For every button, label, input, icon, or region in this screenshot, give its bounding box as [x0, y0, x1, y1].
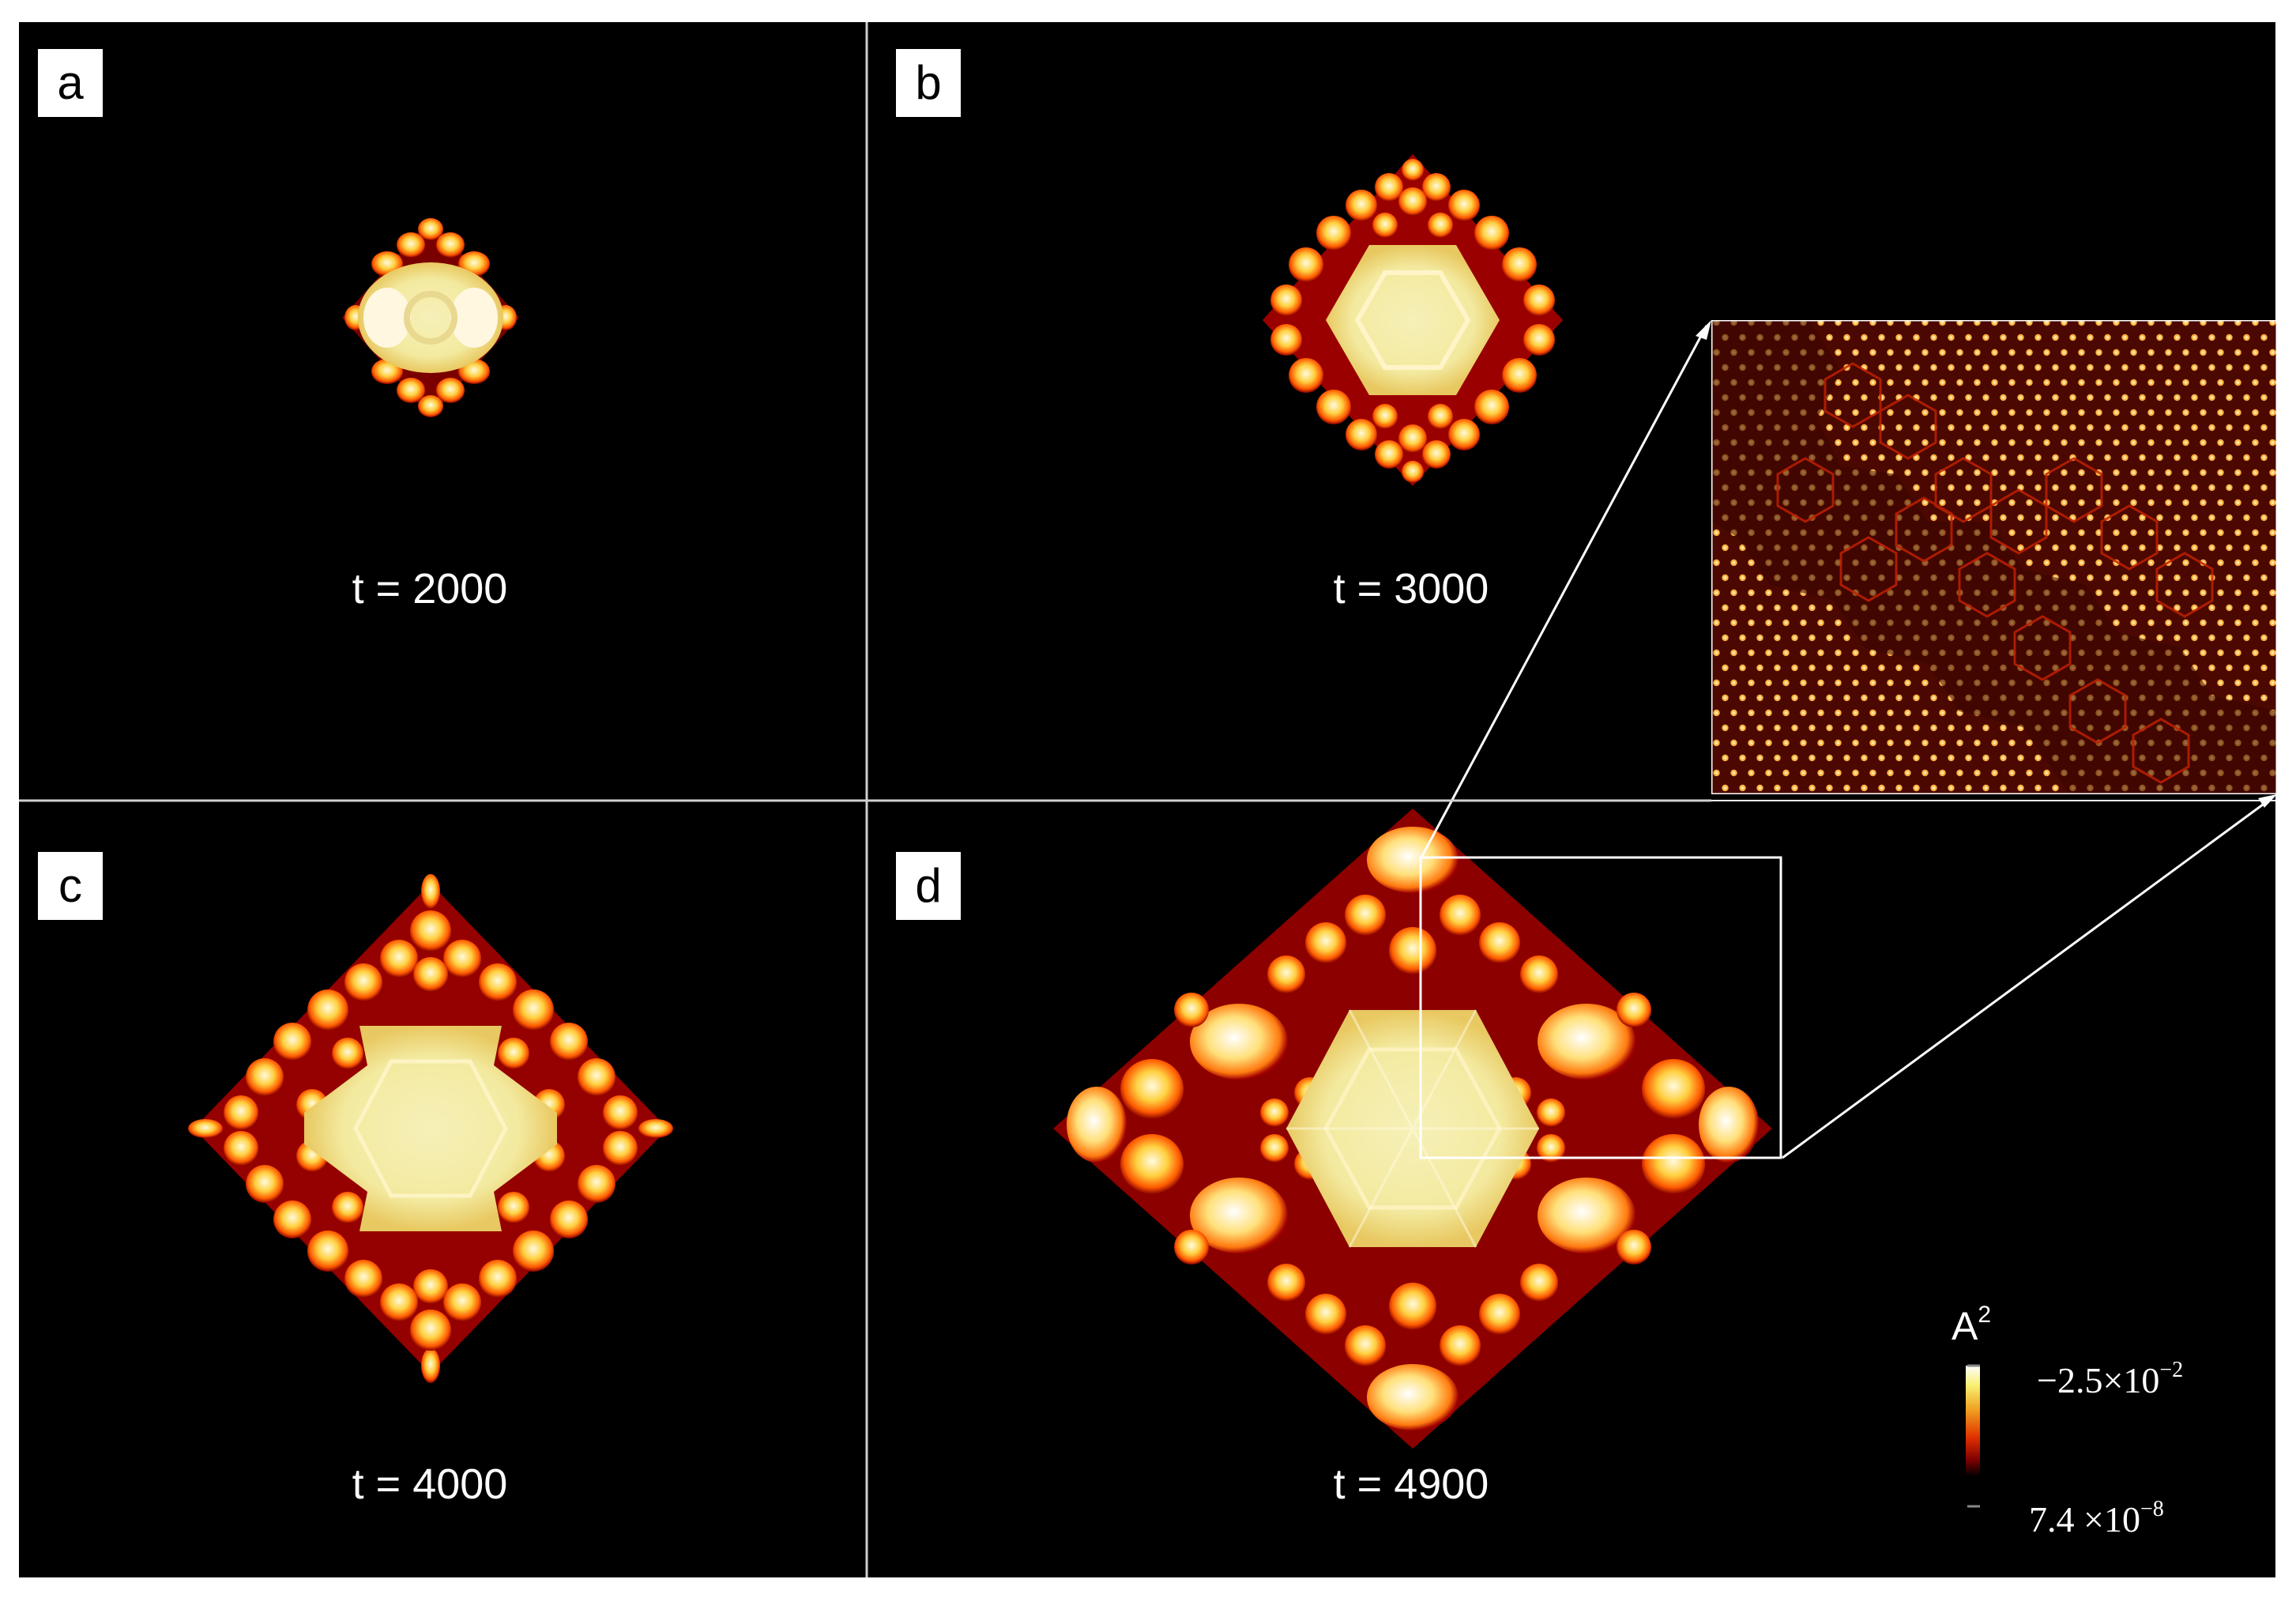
colorbar-max-mantissa: −2.5×10	[2037, 1360, 2160, 1400]
panel-label-d: d	[896, 852, 961, 920]
panel-label-c: c	[38, 852, 103, 920]
arrowhead-left	[1696, 320, 1711, 340]
colorbar-title-base: A	[1952, 1304, 1978, 1348]
panel-label-b: b	[896, 49, 961, 117]
arrowhead-right	[2258, 794, 2277, 808]
panel-a-background	[19, 22, 866, 800]
time-label-d: t = 4900	[1333, 1460, 1489, 1508]
pattern-c	[188, 874, 673, 1383]
time-label-c: t = 4000	[352, 1460, 508, 1508]
time-label-a: t = 2000	[352, 565, 508, 612]
colorbar-title: A2	[1952, 1293, 1991, 1348]
connector-line-left	[1421, 325, 1708, 857]
colorbar-gradient	[1966, 1366, 1980, 1476]
colorbar-min-label: 7.4 ×10−8	[2029, 1489, 2164, 1540]
pattern-b	[1263, 154, 1563, 486]
colorbar-min-exponent: −8	[2140, 1497, 2164, 1521]
colorbar-min-mantissa: 7.4 ×10	[2029, 1499, 2140, 1540]
pattern-a	[342, 218, 519, 417]
zoom-region-box	[1419, 856, 1782, 1159]
zoom-inset	[1711, 320, 2277, 794]
panel-label-a: a	[38, 49, 103, 117]
colorbar-max-label: −2.5×10−2	[2037, 1350, 2183, 1401]
connector-line-right	[1782, 797, 2272, 1159]
time-label-b: t = 3000	[1333, 565, 1489, 612]
pattern-d	[1053, 808, 1772, 1449]
colorbar-title-exponent: 2	[1978, 1302, 1992, 1328]
colorbar-max-exponent: −2	[2159, 1358, 2184, 1382]
